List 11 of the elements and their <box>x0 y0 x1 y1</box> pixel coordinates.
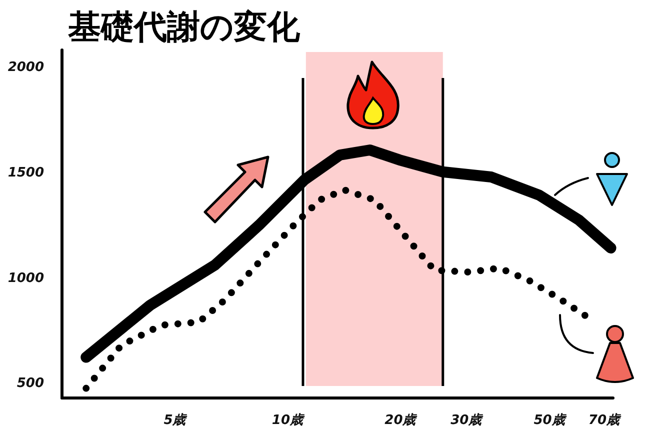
x-tick-label: 30歳 <box>450 413 484 428</box>
y-tick-label: 500 <box>16 376 44 392</box>
chart-title: 基礎代謝の変化 <box>67 7 301 46</box>
x-tick-label: 50歳 <box>534 413 567 428</box>
x-tick-label: 10歳 <box>272 413 306 428</box>
x-tick-label: 5歳 <box>164 413 188 428</box>
y-tick-label: 1000 <box>8 270 44 286</box>
x-tick-label: 70歳 <box>588 413 622 428</box>
y-tick-label: 1500 <box>8 165 44 180</box>
x-tick-label: 20歳 <box>384 413 418 428</box>
y-tick-label: 2000 <box>8 60 44 75</box>
